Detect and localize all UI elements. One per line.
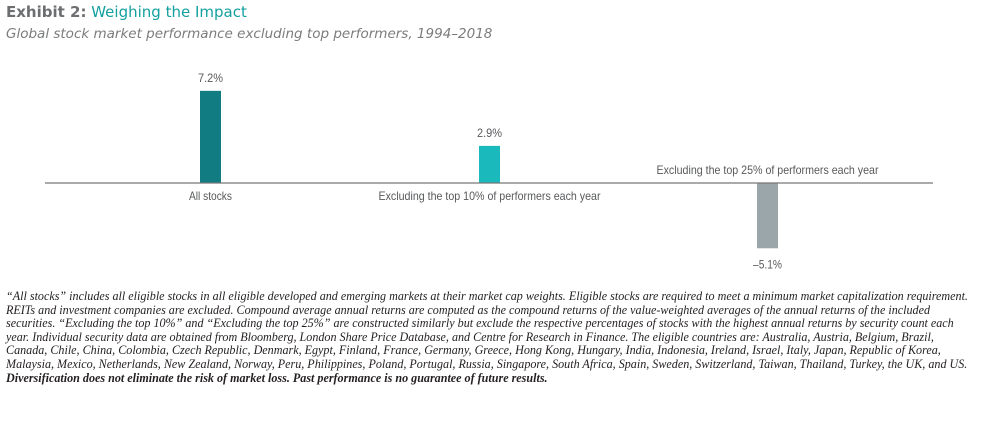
- footnote: “All stocks” includes all eligible stock…: [6, 289, 978, 385]
- labels-group: 7.2% All stocks 2.9% Excluding the top 10% …: [189, 73, 879, 271]
- category-label-1: All stocks: [189, 189, 232, 203]
- bar-3: [757, 183, 778, 249]
- exhibit-label: Exhibit 2:: [6, 3, 87, 21]
- chart-subtitle: Global stock market performance excludin…: [6, 26, 493, 42]
- data-label-2: 2.9%: [477, 128, 502, 140]
- bar-1: [200, 90, 221, 183]
- bar-chart: 7.2% All stocks 2.9% Excluding the top 10% …: [45, 73, 933, 271]
- bar-2: [479, 145, 500, 183]
- bars-group: [200, 90, 778, 249]
- chart-title: Exhibit 2: Weighing the Impact: [6, 2, 247, 22]
- data-label-3: –5.1%: [753, 259, 782, 271]
- category-label-2: Excluding the top 10% of performers each…: [379, 189, 601, 203]
- footnote-disclaimer: Diversification does not eliminate the r…: [6, 370, 548, 385]
- category-label-3: Excluding the top 25% of performers each…: [657, 163, 879, 177]
- data-label-1: 7.2%: [198, 73, 223, 85]
- exhibit-title: Weighing the Impact: [91, 3, 247, 21]
- footnote-body: “All stocks” includes all eligible stock…: [6, 289, 968, 371]
